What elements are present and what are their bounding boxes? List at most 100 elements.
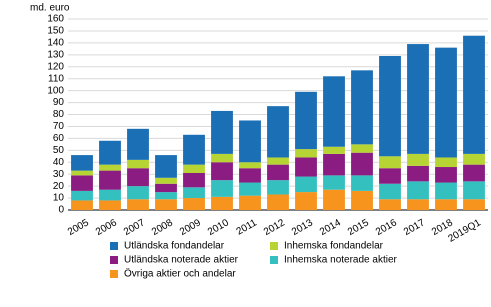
bar-segment: [99, 140, 121, 165]
bar-segment: [99, 200, 121, 210]
bar-segment: [155, 155, 177, 178]
y-tick-label: 50: [53, 145, 65, 156]
bar-segment: [351, 144, 373, 153]
bar-segment: [127, 186, 149, 200]
bar-segment: [71, 170, 93, 176]
bar-segment: [351, 190, 373, 210]
bar-segment: [323, 153, 345, 176]
bar-segment: [351, 70, 373, 145]
bar-segment: [211, 162, 233, 181]
bar-segment: [295, 91, 317, 150]
bar-segment: [435, 167, 457, 183]
legend-label: Utländska noterade aktier: [124, 255, 239, 266]
bar-segment: [127, 159, 149, 169]
bar-segment: [463, 181, 485, 200]
bar-segment: [379, 56, 401, 157]
bar-segment: [127, 199, 149, 210]
bar-segment: [407, 153, 429, 166]
y-tick-label: 0: [58, 205, 64, 216]
bar-segment: [71, 155, 93, 171]
legend-label: Utländska fondandelar: [124, 241, 225, 252]
bar-segment: [71, 175, 93, 191]
y-tick-label: 120: [47, 61, 64, 72]
bar-segment: [435, 182, 457, 200]
bar-segment: [323, 175, 345, 190]
bar-segment: [295, 176, 317, 193]
legend-swatch: [110, 256, 118, 264]
x-tick-label: 2008: [150, 217, 175, 238]
bar-segment: [351, 152, 373, 176]
bar-segment: [183, 172, 205, 188]
bar-segment: [267, 157, 289, 165]
bar-segment: [379, 199, 401, 210]
bar-segment: [183, 187, 205, 199]
bar-segment: [155, 183, 177, 193]
bar-segment: [379, 183, 401, 200]
bar-segment: [211, 153, 233, 163]
bar-segment: [99, 164, 121, 171]
bar-segment: [183, 198, 205, 210]
x-tick-label: 2010: [206, 217, 231, 238]
bar-segment: [71, 200, 93, 210]
y-axis-label: md. euro: [30, 3, 70, 14]
x-tick-label: 2007: [122, 217, 147, 238]
y-tick-label: 40: [53, 157, 65, 168]
bar-segment: [239, 168, 261, 183]
bar-segment: [463, 35, 485, 154]
bar-segment: [155, 192, 177, 200]
bar-segment: [211, 180, 233, 197]
x-tick-label: 2017: [402, 217, 427, 238]
bar-segment: [435, 199, 457, 210]
bar-segment: [155, 177, 177, 184]
legend-label: Övriga aktier och andelar: [124, 268, 236, 280]
bar-segment: [267, 180, 289, 195]
y-tick-label: 20: [53, 181, 65, 192]
y-tick-label: 130: [47, 49, 64, 60]
bar-segment: [323, 146, 345, 154]
y-tick-label: 90: [53, 97, 65, 108]
bar-segment: [71, 190, 93, 201]
x-tick-label: 2009: [178, 217, 203, 238]
x-tick-label: 2006: [94, 217, 119, 238]
y-tick-label: 150: [47, 26, 64, 37]
bar-segment: [323, 76, 345, 147]
bar-segment: [267, 164, 289, 181]
bar-segment: [463, 199, 485, 210]
legend-swatch: [110, 242, 118, 250]
bar-segment: [295, 157, 317, 177]
bar-segment: [239, 195, 261, 210]
x-tick-label: 2016: [374, 217, 399, 238]
y-tick-label: 100: [47, 85, 64, 96]
bar-segment: [155, 199, 177, 210]
bar-segment: [239, 120, 261, 163]
y-tick-label: 10: [53, 193, 65, 204]
bar-segment: [379, 156, 401, 169]
x-tick-label: 2013: [290, 217, 315, 238]
x-tick-label: 2005: [66, 217, 91, 238]
bar-segment: [99, 189, 121, 201]
y-tick-label: 60: [53, 133, 65, 144]
x-tick-label: 2012: [262, 217, 287, 238]
bar-segment: [407, 44, 429, 154]
legend-swatch: [110, 270, 118, 278]
x-tick-label: 2015: [346, 217, 371, 238]
bar-segment: [379, 168, 401, 184]
legend-label: Inhemska fondandelar: [284, 241, 384, 252]
bar-segment: [267, 106, 289, 158]
x-tick-label: 2014: [318, 217, 343, 238]
bar-segment: [267, 194, 289, 210]
bar-segment: [127, 128, 149, 160]
x-tick-label: 2011: [235, 217, 260, 237]
x-tick-label: 2019Q1: [446, 217, 483, 245]
bar-segment: [295, 149, 317, 158]
legend-swatch: [270, 242, 278, 250]
bar-segment: [323, 189, 345, 210]
bar-segment: [435, 157, 457, 168]
bar-segment: [463, 164, 485, 182]
bar-segment: [127, 168, 149, 187]
bar-segment: [211, 110, 233, 154]
legend-label: Inhemska noterade aktier: [284, 255, 398, 266]
bar-segment: [407, 181, 429, 200]
y-tick-label: 30: [53, 169, 65, 180]
